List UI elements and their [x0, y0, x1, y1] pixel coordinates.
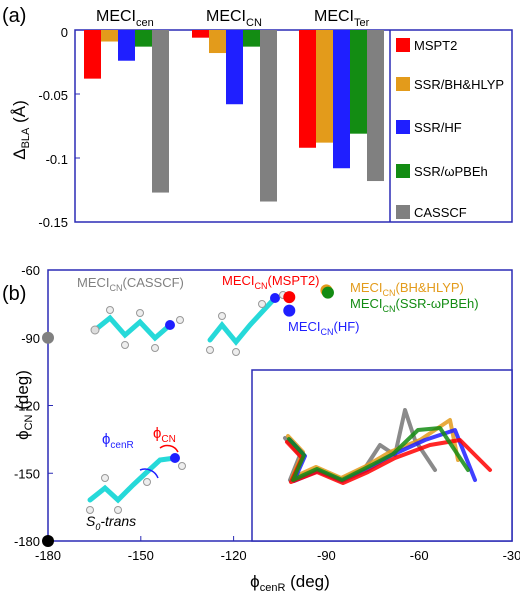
- legend-swatch-casscf: [396, 205, 410, 219]
- legend-label-bhhlyp: SSR/BH&HLYP: [414, 77, 504, 92]
- panel-a-ytick-0: 0: [61, 25, 68, 40]
- legend-swatch-wpbeh: [396, 164, 410, 178]
- panel-b-xtick-3: -90: [317, 548, 336, 563]
- legend-swatch-hf: [396, 120, 410, 134]
- panel-a-ytick-2: -0.1: [46, 152, 68, 167]
- panel-a-tick-marks: [75, 29, 80, 223]
- point-meci-cn-hf-: [283, 304, 296, 317]
- panel-b-xtick-labels: -180 -150 -120 -90 -60 -30: [35, 548, 520, 563]
- bar-casscf-cen: [152, 30, 169, 193]
- bar-ssr-bh-hlyp-cn: [209, 30, 226, 54]
- legend-swatch-bhhlyp: [396, 77, 410, 91]
- bar-casscf-cn: [260, 30, 277, 202]
- annotation-mspt2: MECICN(MSPT2): [222, 273, 320, 291]
- panel-b-ytick-4: -180: [14, 534, 40, 549]
- panel-b-xtick-2: -120: [221, 548, 247, 563]
- bar-ssr-hf-ter: [333, 30, 350, 169]
- point-meci-cn-mspt2-: [283, 291, 296, 304]
- panel-b-y-axis-title: ϕCN (deg): [13, 370, 35, 440]
- panel-b-ytick-labels: -60 -90 -120 -150 -180: [14, 263, 40, 549]
- annotation-casscf: MECICN(CASSCF): [77, 275, 184, 293]
- legend-swatch-mspt2: [396, 38, 410, 52]
- panel-b-xtick-1: -150: [128, 548, 154, 563]
- bar-ssr-pbeh-ter: [350, 30, 367, 134]
- legend-label-hf: SSR/HF: [414, 120, 462, 135]
- inset-trace-green: [287, 426, 470, 482]
- panel-a-label: (a): [2, 5, 26, 27]
- category-header-cen: MECIcen: [96, 8, 154, 29]
- panel-b-xtick-0: -180: [35, 548, 61, 563]
- panel-b-ytick-1: -90: [21, 331, 40, 346]
- bar-mspt2-ter: [299, 30, 316, 148]
- legend-label-wpbeh: SSR/ωPBEh: [414, 164, 488, 179]
- legend-label-casscf: CASSCF: [414, 205, 467, 220]
- panel-a-y-axis-title: ΔBLA (Å): [10, 100, 32, 160]
- point-s0-trans: [42, 535, 54, 547]
- bar-ssr-bh-hlyp-cen: [101, 30, 118, 42]
- panel-b-xtick-4: -60: [410, 548, 429, 563]
- bar-ssr-pbeh-cen: [135, 30, 152, 47]
- panel-b-ytick-2: -120: [14, 399, 40, 414]
- panel-b-points: [42, 284, 334, 547]
- bar-ssr-pbeh-cn: [243, 30, 260, 47]
- category-header-cn: MECICN: [206, 8, 262, 29]
- bar-ssr-bh-hlyp-ter: [316, 30, 333, 143]
- bar-ssr-hf-cn: [226, 30, 243, 105]
- point-meci-cn-casscf-: [42, 331, 54, 344]
- bar-ssr-hf-cen: [118, 30, 135, 61]
- inset-structure-overlay: [251, 369, 513, 542]
- annotation-bhhlyp: MECICN(BH&HLYP): [350, 280, 464, 298]
- category-header-ter: MECITer: [314, 8, 370, 29]
- annotation-phi-cn: ϕCN: [153, 425, 176, 445]
- point-meci-cn-ssr-pbeh-: [321, 286, 334, 299]
- bar-mspt2-cn: [192, 30, 209, 38]
- panel-a-bars: [84, 30, 384, 202]
- panel-b-ytick-3: -150: [14, 466, 40, 481]
- annotation-wpbeh: MECICN(SSR-ωPBEh): [350, 296, 479, 314]
- legend: MSPT2 SSR/BH&HLYP SSR/HF SSR/ωPBEh CASSC…: [396, 38, 504, 220]
- panel-b-x-axis-title: ϕcenR (deg): [250, 572, 330, 594]
- bar-casscf-ter: [367, 30, 384, 182]
- bar-mspt2-cen: [84, 30, 101, 79]
- molecule-meci-casscf: [90, 306, 184, 352]
- annotation-s0-trans: S0-trans: [86, 513, 136, 532]
- annotation-hf: MECICN(HF): [288, 319, 360, 337]
- legend-label-mspt2: MSPT2: [414, 38, 457, 53]
- molecule-s0-trans: [86, 444, 186, 514]
- panel-a-ytick-1: -0.05: [38, 88, 68, 103]
- panel-a-ytick-3: -0.15: [38, 215, 68, 230]
- panel-a-plot-frame: [74, 29, 513, 223]
- panel-b-label: (b): [2, 283, 26, 305]
- panel-b-xtick-5: -30: [503, 548, 520, 563]
- annotation-phi-cenr: ϕcenR: [102, 431, 134, 451]
- molecule-meci-cn: [206, 291, 287, 356]
- panel-b-ytick-0: -60: [21, 263, 40, 278]
